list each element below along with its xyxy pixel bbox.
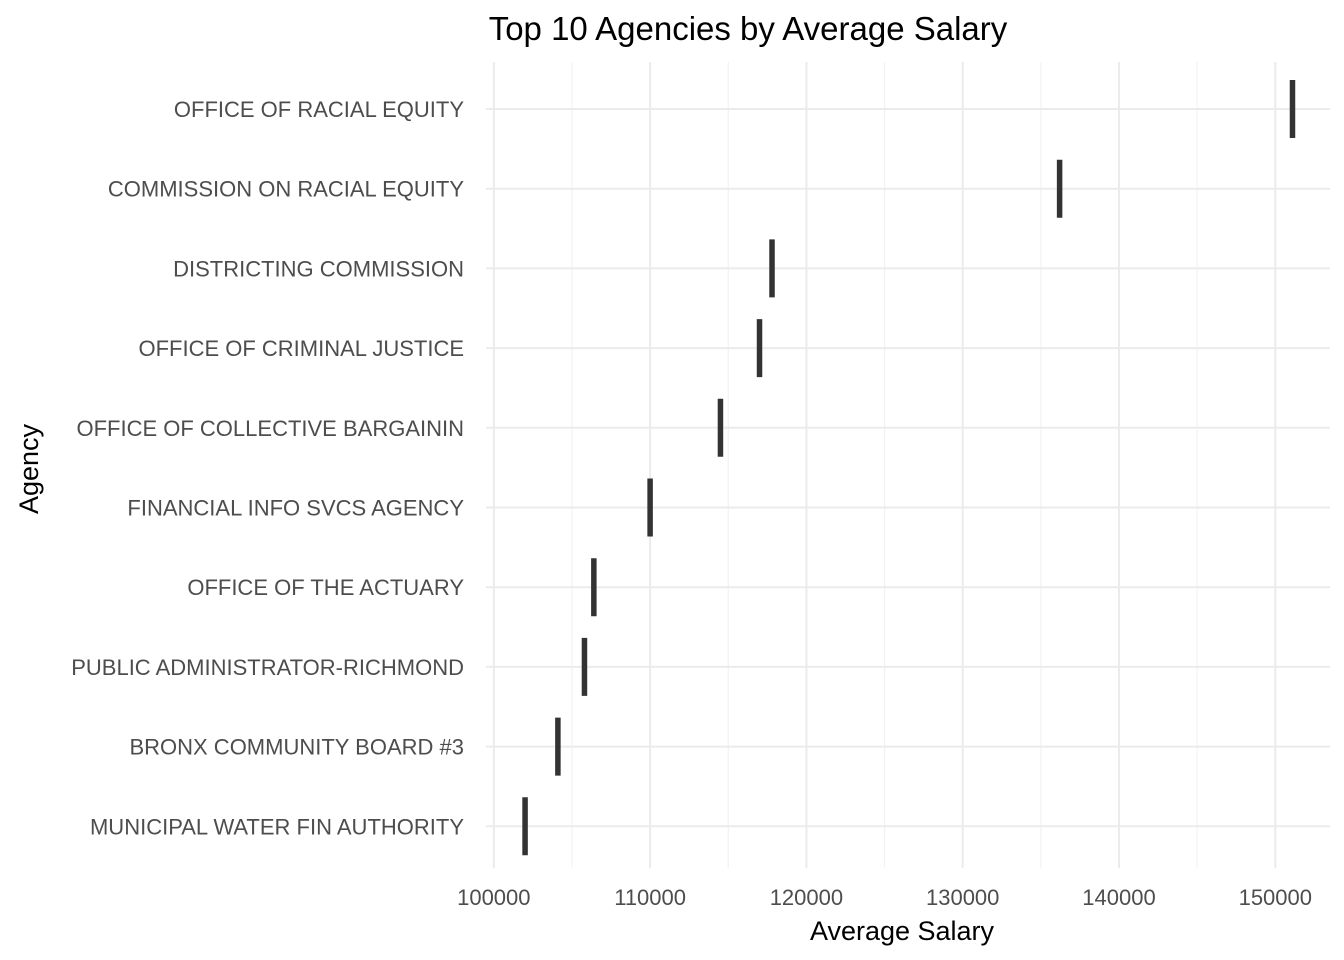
y-axis-title: Agency: [14, 423, 44, 514]
y-tick-label: OFFICE OF CRIMINAL JUSTICE: [138, 336, 464, 361]
y-tick-label: BRONX COMMUNITY BOARD #3: [129, 735, 464, 760]
x-tick-label: 120000: [770, 885, 843, 910]
y-tick-label: COMMISSION ON RACIAL EQUITY: [108, 177, 464, 202]
x-axis-title: Average Salary: [810, 916, 995, 946]
y-tick-label: OFFICE OF COLLECTIVE BARGAININ: [76, 416, 464, 441]
y-tick-label: PUBLIC ADMINISTRATOR-RICHMOND: [71, 655, 464, 680]
x-tick-labels: 100000 110000 120000 130000 140000 150000: [457, 885, 1312, 910]
y-tick-label: DISTRICTING COMMISSION: [173, 256, 464, 281]
x-tick-label: 110000: [614, 885, 686, 910]
y-tick-label: FINANCIAL INFO SVCS AGENCY: [127, 496, 464, 521]
grid: [486, 62, 1330, 868]
y-tick-label: MUNICIPAL WATER FIN AUTHORITY: [90, 814, 464, 839]
x-tick-label: 150000: [1239, 885, 1312, 910]
x-tick-label: 100000: [457, 885, 530, 910]
y-tick-label: OFFICE OF THE ACTUARY: [187, 575, 464, 600]
marks: [522, 80, 1296, 856]
x-tick-label: 140000: [1082, 885, 1155, 910]
y-tick-labels: OFFICE OF RACIAL EQUITY COMMISSION ON RAC…: [71, 97, 464, 839]
chart-title: Top 10 Agencies by Average Salary: [489, 10, 1008, 47]
y-tick-label: OFFICE OF RACIAL EQUITY: [174, 97, 464, 122]
x-tick-label: 130000: [926, 885, 999, 910]
